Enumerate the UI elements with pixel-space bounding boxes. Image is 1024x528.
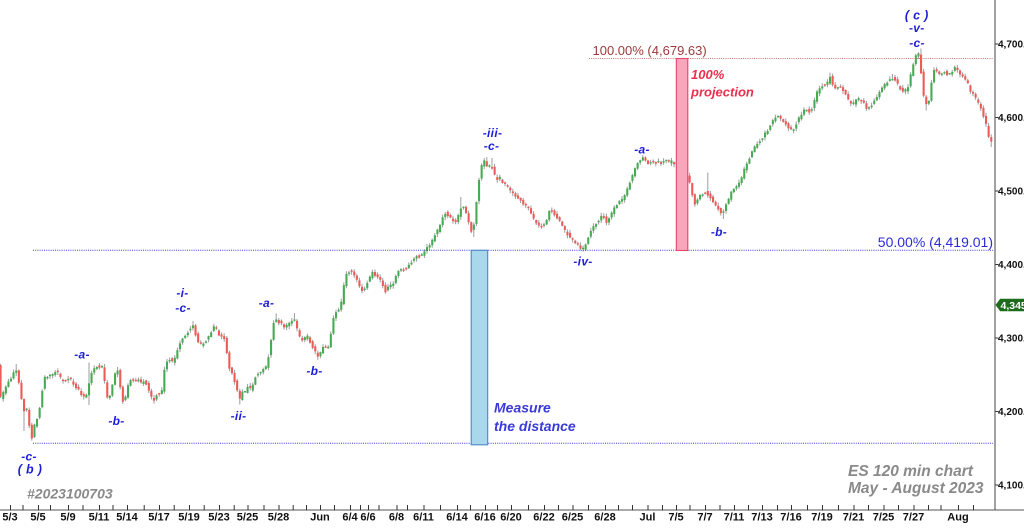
- svg-text:-i-: -i-: [176, 286, 188, 300]
- svg-text:4,100.00: 4,100.00: [998, 481, 1024, 492]
- svg-text:7/16: 7/16: [780, 512, 801, 524]
- svg-text:-iv-: -iv-: [573, 255, 592, 269]
- svg-text:6/22: 6/22: [533, 512, 554, 524]
- svg-text:the distance: the distance: [494, 418, 576, 434]
- svg-text:5/11: 5/11: [89, 512, 110, 524]
- svg-text:-v-: -v-: [909, 21, 925, 35]
- svg-text:-b-: -b-: [711, 225, 727, 239]
- svg-text:6/20: 6/20: [500, 512, 521, 524]
- svg-text:-ii-: -ii-: [231, 409, 247, 423]
- svg-text:4,500.00: 4,500.00: [998, 187, 1024, 198]
- svg-text:Jun: Jun: [310, 512, 330, 524]
- svg-text:-a-: -a-: [634, 142, 650, 156]
- svg-text:7/21: 7/21: [843, 512, 864, 524]
- svg-text:5/23: 5/23: [208, 512, 229, 524]
- svg-text:Measure: Measure: [494, 400, 551, 416]
- svg-text:6/6: 6/6: [360, 512, 375, 524]
- svg-text:5/3: 5/3: [2, 512, 17, 524]
- svg-text:-b-: -b-: [108, 414, 124, 428]
- svg-text:7/27: 7/27: [903, 512, 924, 524]
- svg-text:50.00% (4,419.01): 50.00% (4,419.01): [878, 234, 993, 250]
- svg-text:ES 120 min chart: ES 120 min chart: [848, 463, 974, 480]
- svg-text:6/4: 6/4: [342, 512, 358, 524]
- svg-text:5/14: 5/14: [116, 512, 138, 524]
- svg-text:7/11: 7/11: [724, 512, 745, 524]
- svg-text:Jul: Jul: [640, 512, 656, 524]
- svg-text:4,700.00: 4,700.00: [998, 40, 1024, 51]
- svg-text:-a-: -a-: [259, 296, 275, 310]
- svg-text:Aug: Aug: [947, 512, 968, 524]
- svg-text:6/14: 6/14: [446, 512, 468, 524]
- svg-text:4,345.00: 4,345.00: [1001, 300, 1024, 312]
- svg-text:5/25: 5/25: [237, 512, 258, 524]
- svg-text:100.00% (4,679.63): 100.00% (4,679.63): [593, 43, 707, 58]
- svg-text:5/19: 5/19: [178, 512, 199, 524]
- svg-text:7/19: 7/19: [811, 512, 832, 524]
- svg-text:6/8: 6/8: [389, 512, 404, 524]
- svg-text:6/16: 6/16: [474, 512, 495, 524]
- svg-text:4,400.00: 4,400.00: [998, 260, 1024, 271]
- svg-text:-c-: -c-: [21, 450, 37, 464]
- svg-text:6/28: 6/28: [594, 512, 615, 524]
- svg-text:4,300.00: 4,300.00: [998, 334, 1024, 345]
- svg-text:projection: projection: [690, 85, 754, 100]
- svg-text:5/17: 5/17: [148, 512, 169, 524]
- svg-text:7/7: 7/7: [697, 512, 712, 524]
- svg-text:7/25: 7/25: [873, 512, 894, 524]
- svg-text:4,600.00: 4,600.00: [998, 113, 1024, 124]
- svg-text:5/28: 5/28: [268, 512, 289, 524]
- svg-text:4,200.00: 4,200.00: [998, 407, 1024, 418]
- svg-text:May - August 2023: May - August 2023: [848, 480, 984, 497]
- svg-text:5/9: 5/9: [60, 512, 75, 524]
- svg-text:-a-: -a-: [74, 348, 90, 362]
- svg-text:6/11: 6/11: [413, 512, 434, 524]
- svg-text:7/13: 7/13: [751, 512, 772, 524]
- svg-text:-iii-: -iii-: [483, 126, 503, 140]
- svg-text:-b-: -b-: [306, 364, 322, 378]
- svg-text:-c-: -c-: [484, 139, 500, 153]
- svg-text:7/5: 7/5: [668, 512, 683, 524]
- svg-text:6/25: 6/25: [562, 512, 583, 524]
- svg-text:( b ): ( b ): [18, 463, 42, 477]
- svg-text:5/5: 5/5: [30, 512, 45, 524]
- svg-text:-c-: -c-: [175, 301, 191, 315]
- svg-text:-c-: -c-: [909, 36, 925, 50]
- svg-text:#2023100703: #2023100703: [27, 486, 113, 502]
- svg-text:100%: 100%: [691, 67, 725, 82]
